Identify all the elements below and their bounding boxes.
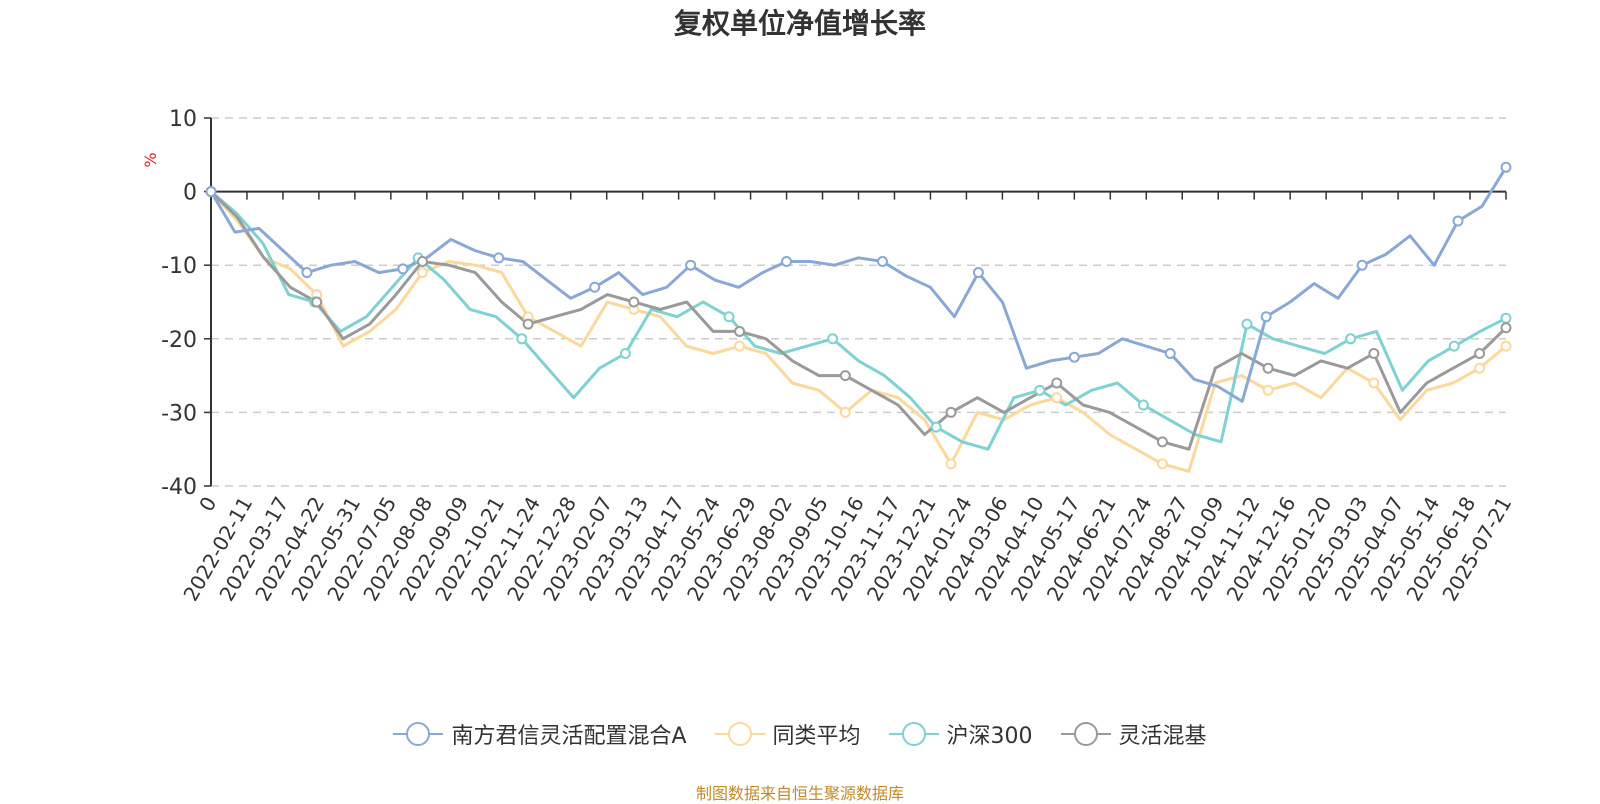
series-point: [1068, 351, 1080, 363]
legend-label: 沪深300: [946, 724, 1033, 749]
y-tick-label: -30: [161, 401, 197, 426]
series-point: [1474, 348, 1486, 360]
legend-symbol: [1060, 722, 1111, 746]
series-point: [522, 318, 534, 330]
series-line: [209, 190, 1508, 451]
series-point: [301, 267, 313, 279]
series-point: [1156, 436, 1168, 448]
series-point: [839, 406, 851, 418]
y-tick-label: 0: [183, 181, 197, 206]
series-point: [1500, 312, 1512, 324]
series-point: [1345, 333, 1357, 345]
series-point: [1051, 392, 1063, 404]
line-chart: 02022-02-112022-03-172022-04-222022-05-3…: [141, 107, 1516, 606]
series-point: [839, 370, 851, 382]
legend-symbol: [393, 722, 444, 746]
series-point: [205, 186, 217, 198]
series-point: [1260, 311, 1272, 323]
series-markers: [205, 161, 1512, 470]
grid-lines: [211, 117, 1506, 487]
legend-item[interactable]: 同类平均: [714, 718, 861, 750]
series-point: [1474, 362, 1486, 374]
chart-title: 复权单位净值增长率: [673, 7, 926, 40]
series-point: [876, 256, 888, 268]
data-source-note: 制图数据来自恒生聚源数据库: [695, 784, 904, 803]
series-point: [734, 325, 746, 337]
series-point: [416, 267, 428, 279]
series-point: [972, 267, 984, 279]
series-point: [493, 252, 505, 264]
series-point: [516, 333, 528, 345]
series-point: [1156, 458, 1168, 470]
series-point: [1137, 399, 1149, 411]
legend-symbol: [888, 722, 939, 746]
series-point: [1452, 215, 1464, 227]
series-point: [1368, 377, 1380, 389]
series-point: [397, 263, 409, 275]
y-tick-label: -40: [161, 475, 197, 500]
series-point: [619, 348, 631, 360]
legend-item[interactable]: 灵活混基: [1060, 718, 1207, 750]
series-point: [1368, 348, 1380, 360]
y-axis-unit: %: [141, 152, 160, 167]
legend-item[interactable]: 南方君信灵活配置混合A: [393, 718, 687, 750]
y-tick-labels: 10 0 -10 -20 -30 -40: [161, 107, 197, 500]
series-point: [311, 296, 323, 308]
series-point: [416, 256, 428, 268]
axes: [204, 117, 1507, 487]
legend-label: 南方君信灵活配置混合A: [451, 724, 687, 749]
series-point: [734, 340, 746, 352]
y-tick-label: -20: [161, 328, 197, 353]
legend-item[interactable]: 沪深300: [888, 718, 1033, 750]
series-point: [1051, 377, 1063, 389]
legend-label: 同类平均: [772, 724, 861, 749]
series-point: [1500, 322, 1512, 334]
legend: 南方君信灵活配置混合A 同类平均 沪深300 灵活混基: [0, 718, 1600, 750]
x-tick-labels: 02022-02-112022-03-172022-04-222022-05-3…: [178, 493, 1516, 606]
y-tick-label: 10: [169, 107, 197, 132]
series-point: [945, 406, 957, 418]
series-point: [589, 281, 601, 293]
series-line: [209, 190, 1507, 473]
series-line: [209, 166, 1508, 403]
series-point: [945, 458, 957, 470]
series-point: [1500, 340, 1512, 352]
series-line: [210, 190, 1507, 451]
series-point: [827, 333, 839, 345]
series-point: [1262, 362, 1274, 374]
legend-label: 灵活混基: [1118, 724, 1207, 749]
series-lines: [209, 166, 1508, 473]
series-point: [1241, 318, 1253, 330]
series-point: [1448, 340, 1460, 352]
series-point: [685, 259, 697, 271]
legend-symbol: [714, 722, 765, 746]
series-point: [781, 256, 793, 268]
y-tick-label: -10: [161, 254, 197, 279]
series-point: [1164, 348, 1176, 360]
series-point: [930, 421, 942, 433]
series-point: [723, 311, 735, 323]
series-point: [1500, 161, 1512, 173]
series-point: [1356, 259, 1368, 271]
series-point: [1262, 384, 1274, 396]
series-point: [1034, 384, 1046, 396]
series-point: [628, 296, 640, 308]
x-tick-label: 0: [194, 493, 221, 516]
